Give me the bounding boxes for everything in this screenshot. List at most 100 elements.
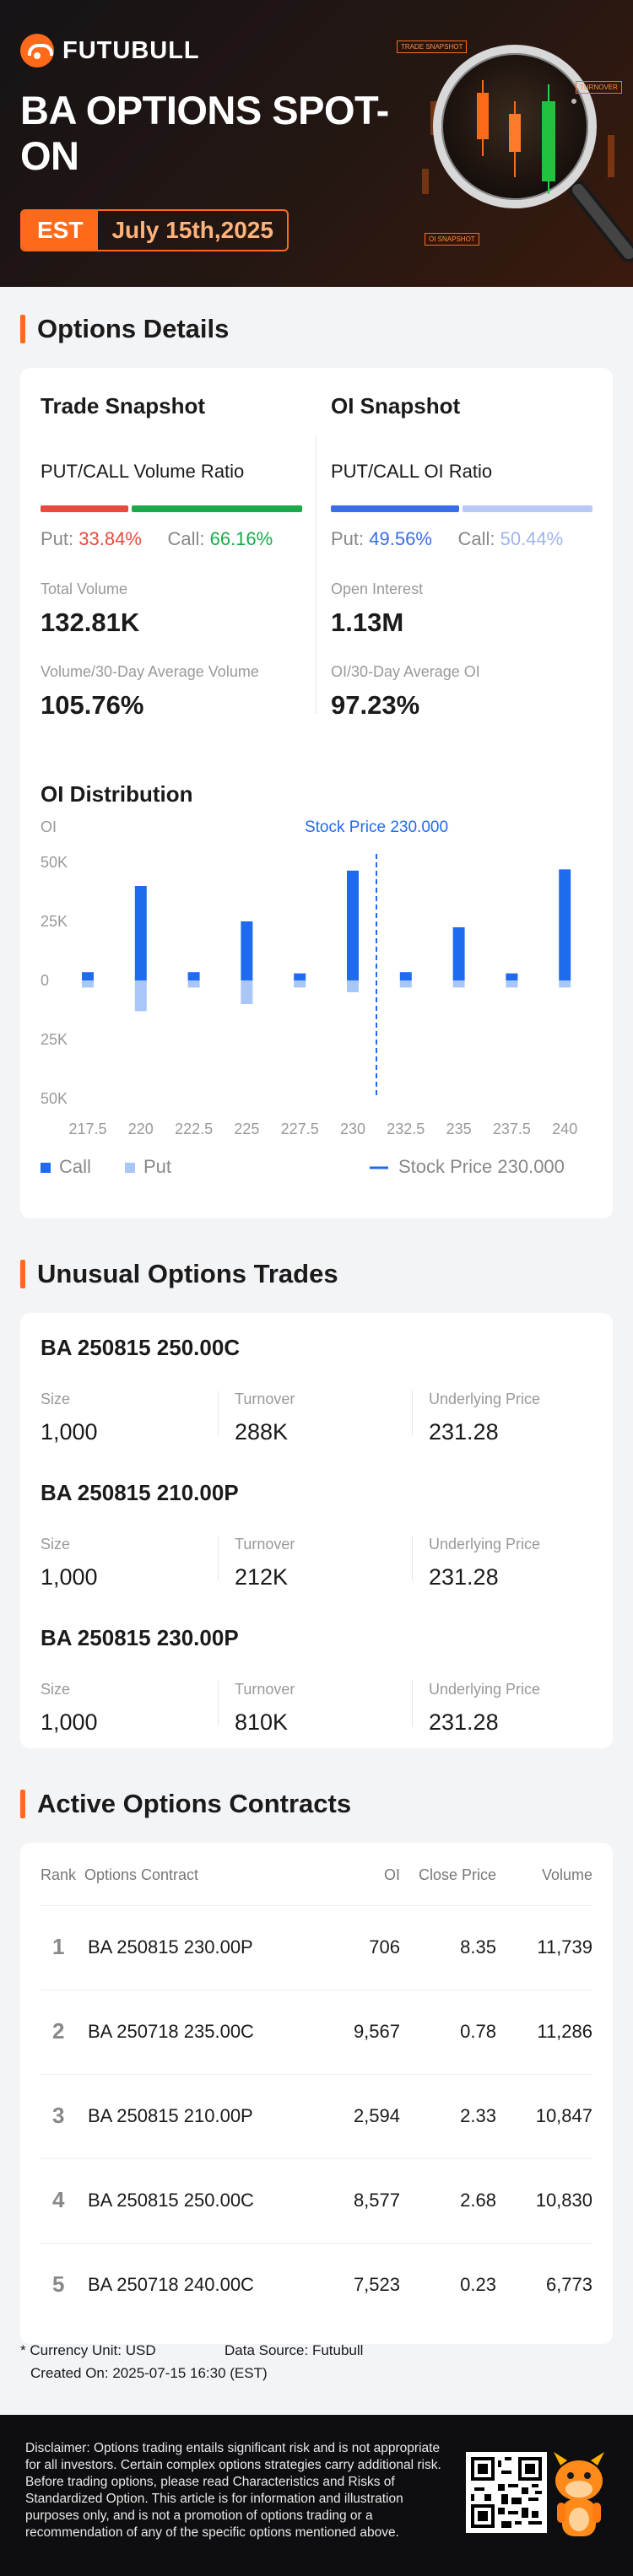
legend-put-swatch: [125, 1163, 135, 1173]
rank-number: 5: [52, 2271, 65, 2297]
put-volume-pct: 33.84%: [78, 528, 142, 549]
put-bar: [559, 980, 571, 988]
active-contracts-table: Rank Options Contract OI Close Price Vol…: [20, 1843, 613, 2344]
x-tick-label: 225: [234, 1121, 259, 1137]
col-header-oi: OI: [383, 1866, 400, 1883]
put-bar: [187, 980, 200, 988]
y-axis-label: OI: [41, 818, 57, 835]
volume-ratio-values: Put: 33.84% Call: 66.16%: [41, 528, 273, 550]
volume-cell: 6,773: [545, 2274, 592, 2295]
bull-mascot-icon: [554, 2452, 604, 2536]
x-tick-label: 227.5: [281, 1121, 319, 1137]
size-value: 1,000: [41, 1709, 98, 1735]
y-tick-label: 25K: [41, 913, 68, 930]
size-label: Size: [41, 1536, 71, 1553]
call-bar: [399, 972, 412, 980]
contract-cell: BA 250718 240.00C: [88, 2274, 254, 2295]
x-tick-label: 220: [128, 1121, 154, 1137]
call-volume-bar: [131, 505, 302, 512]
put-bar: [399, 980, 412, 988]
turnover-label: Turnover: [235, 1536, 295, 1553]
currency-note: * Currency Unit: USD: [20, 2342, 156, 2358]
put-oi-pct: 49.56%: [369, 528, 432, 549]
date-label: July 15th,2025: [111, 217, 273, 243]
turnover-label: Turnover: [235, 1681, 295, 1698]
options-details-card: Trade Snapshot PUT/CALL Volume Ratio Put…: [20, 368, 613, 1218]
column-divider: [218, 1681, 219, 1726]
col-header-close-price: Close Price: [418, 1866, 496, 1883]
rank-number: 4: [52, 2187, 65, 2212]
put-bar: [82, 980, 94, 988]
total-volume-value: 132.81K: [41, 608, 140, 637]
table-row[interactable]: 2 BA 250718 235.00C 9,567 0.78 11,286: [41, 1990, 592, 2074]
y-tick-label: 50K: [41, 1090, 68, 1107]
call-bar: [294, 973, 306, 980]
futubull-logo-icon: [20, 34, 54, 68]
deco-label-oi-snapshot: OI SNAPSHOT: [425, 233, 479, 246]
rank-number: 1: [52, 1934, 65, 1959]
oi-ratio-label: PUT/CALL OI Ratio: [331, 461, 493, 482]
turnover-label: Turnover: [235, 1391, 295, 1407]
call-bar: [559, 869, 571, 980]
oi-cell: 2,594: [353, 2105, 400, 2126]
y-tick-label: 0: [41, 972, 49, 989]
open-interest-label: Open Interest: [331, 581, 424, 597]
table-row[interactable]: 4 BA 250815 250.00C 8,577 2.68 10,830: [41, 2158, 592, 2243]
oi-snapshot-heading: OI Snapshot: [331, 393, 461, 419]
call-oi-bar: [462, 505, 592, 512]
x-tick-label: 217.5: [68, 1121, 106, 1137]
oi-avg-label: OI/30-Day Average OI: [331, 663, 480, 680]
volume-avg-value: 105.76%: [41, 690, 144, 720]
call-volume-pct: 66.16%: [209, 528, 273, 549]
turnover-value: 288K: [235, 1419, 289, 1445]
close-price-cell: 2.68: [460, 2190, 496, 2211]
open-interest-value: 1.13M: [331, 608, 404, 637]
volume-ratio-label: PUT/CALL Volume Ratio: [41, 461, 245, 482]
contract-cell: BA 250815 210.00P: [88, 2105, 253, 2126]
call-label: Call:: [167, 528, 205, 549]
oi-ratio-bar: [331, 505, 592, 512]
col-header-contract: Options Contract: [84, 1866, 199, 1883]
x-tick-label: 222.5: [175, 1121, 213, 1137]
oi-ratio-values: Put: 49.56% Call: 50.44%: [331, 528, 563, 550]
table-row[interactable]: 5 BA 250718 240.00C 7,523 0.23 6,773: [41, 2243, 592, 2327]
table-row[interactable]: 3 BA 250815 210.00P 2,594 2.33 10,847: [41, 2074, 592, 2158]
oi-cell: 706: [369, 1936, 400, 1958]
rank-number: 2: [52, 2018, 65, 2044]
underlying-price-label: Underlying Price: [429, 1536, 541, 1553]
oi-cell: 7,523: [353, 2274, 400, 2295]
oi-avg-value: 97.23%: [331, 690, 420, 720]
section-accent-bar: [20, 1260, 25, 1288]
trade-contract: BA 250815 250.00C: [41, 1335, 241, 1360]
volume-cell: 11,286: [537, 2021, 592, 2042]
disclaimer-text: Disclaimer: Options trading entails sign…: [25, 2441, 441, 2540]
volume-avg-label: Volume/30-Day Average Volume: [41, 663, 259, 680]
put-bar: [294, 980, 306, 988]
underlying-price-label: Underlying Price: [429, 1681, 541, 1698]
size-value: 1,000: [41, 1419, 98, 1445]
col-header-volume: Volume: [541, 1866, 592, 1883]
put-label: Put:: [331, 528, 365, 549]
x-tick-label: 237.5: [493, 1121, 531, 1137]
created-on-note: Created On: 2025-07-15 16:30 (EST): [30, 2365, 268, 2381]
table-row[interactable]: 1 BA 250815 230.00P 706 8.35 11,739: [41, 1905, 592, 1990]
section-accent-bar: [20, 315, 25, 343]
options-details-heading: Options Details: [20, 314, 229, 344]
call-label: Call:: [457, 528, 495, 549]
brand-logo: FUTUBULL: [20, 34, 200, 68]
trade-contract: BA 250815 210.00P: [41, 1480, 239, 1505]
oi-distribution-title: OI Distribution: [41, 781, 193, 807]
date-badge: EST July 15th,2025: [20, 209, 289, 251]
timezone-label: EST: [22, 211, 99, 250]
column-divider: [412, 1391, 413, 1436]
size-label: Size: [41, 1391, 71, 1407]
size-value: 1,000: [41, 1564, 98, 1590]
page-title: BA OPTIONS SPOT-ON: [20, 88, 389, 178]
close-price-cell: 2.33: [460, 2105, 496, 2126]
contract-cell: BA 250815 230.00P: [88, 1936, 253, 1958]
put-bar: [506, 980, 518, 988]
section-title-text: Options Details: [37, 314, 230, 343]
close-price-cell: 0.78: [460, 2021, 496, 2042]
active-contracts-heading: Active Options Contracts: [20, 1789, 351, 1819]
